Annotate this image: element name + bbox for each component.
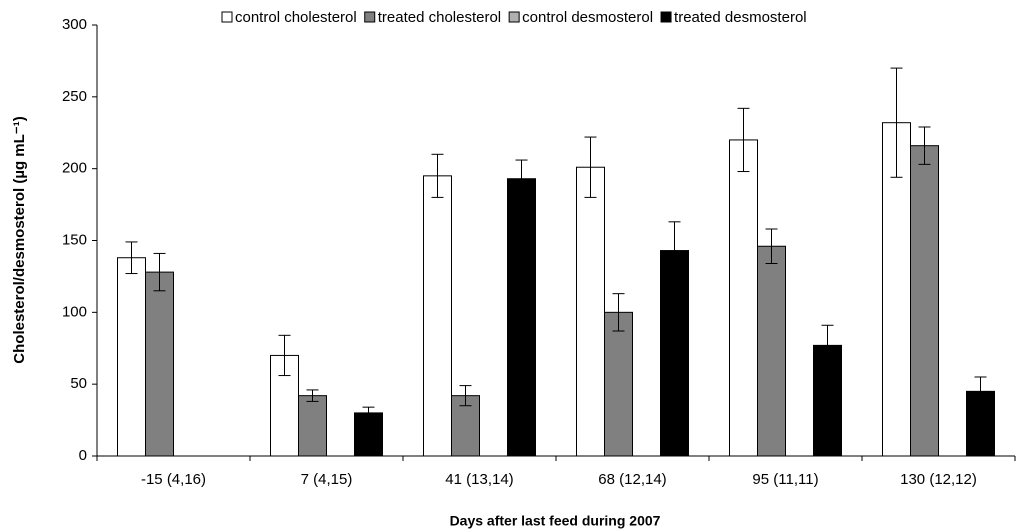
y-tick-label: 250 bbox=[62, 88, 87, 105]
error-bar bbox=[515, 159, 528, 198]
x-tick-label: 7 (4,15) bbox=[301, 471, 353, 488]
bar bbox=[354, 412, 383, 457]
x-tick-label: 130 (12,12) bbox=[900, 471, 977, 488]
bar bbox=[298, 395, 327, 457]
legend-swatch bbox=[221, 11, 233, 23]
error-bar bbox=[431, 153, 444, 198]
y-tick-label: 150 bbox=[62, 231, 87, 248]
error-bar bbox=[974, 376, 987, 407]
error-bar bbox=[918, 126, 931, 165]
error-bar bbox=[765, 228, 778, 264]
legend-swatch bbox=[364, 11, 376, 23]
x-tick-label: 95 (11,11) bbox=[752, 471, 818, 488]
error-bar bbox=[890, 67, 903, 178]
x-tick-label: 41 (13,14) bbox=[445, 471, 513, 488]
error-bar bbox=[459, 385, 472, 407]
x-axis-title: Days after last feed during 2007 bbox=[450, 513, 661, 529]
error-bar bbox=[612, 293, 625, 332]
y-axis-title: Cholesterol/desmosterol (µg mL⁻¹) bbox=[11, 116, 28, 363]
legend-label: treated cholesterol bbox=[378, 9, 501, 26]
error-bar bbox=[278, 334, 291, 377]
y-tick-label: 50 bbox=[70, 375, 87, 392]
bar bbox=[757, 245, 786, 457]
legend-swatch bbox=[660, 11, 672, 23]
x-tick-label: -15 (4,16) bbox=[141, 471, 206, 488]
error-bar bbox=[306, 389, 319, 402]
bar bbox=[423, 175, 452, 457]
error-bar bbox=[737, 107, 750, 173]
error-bar bbox=[584, 136, 597, 198]
error-bar bbox=[668, 221, 681, 280]
legend-label: control desmosterol bbox=[522, 9, 653, 26]
y-tick-label: 0 bbox=[79, 447, 87, 464]
y-tick-label: 200 bbox=[62, 160, 87, 177]
error-bar bbox=[821, 324, 834, 366]
error-bar bbox=[153, 252, 166, 292]
bar bbox=[576, 166, 605, 457]
error-bar bbox=[362, 406, 375, 420]
bar bbox=[729, 139, 758, 457]
bar bbox=[507, 178, 536, 457]
bar bbox=[910, 145, 939, 457]
bar bbox=[604, 311, 633, 457]
y-tick-label: 300 bbox=[62, 16, 87, 33]
legend-label: treated desmosterol bbox=[674, 9, 807, 26]
y-tick-label: 100 bbox=[62, 303, 87, 320]
bar bbox=[117, 257, 146, 457]
bar bbox=[660, 250, 689, 457]
bar bbox=[145, 271, 174, 457]
legend-label: control cholesterol bbox=[235, 9, 357, 26]
error-bar bbox=[125, 241, 138, 275]
legend-swatch bbox=[508, 11, 520, 23]
x-tick-label: 68 (12,14) bbox=[598, 471, 666, 488]
